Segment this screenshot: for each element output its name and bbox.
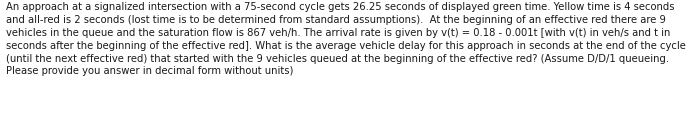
Text: An approach at a signalized intersection with a 75-second cycle gets 26.25 secon: An approach at a signalized intersection… xyxy=(6,2,685,76)
